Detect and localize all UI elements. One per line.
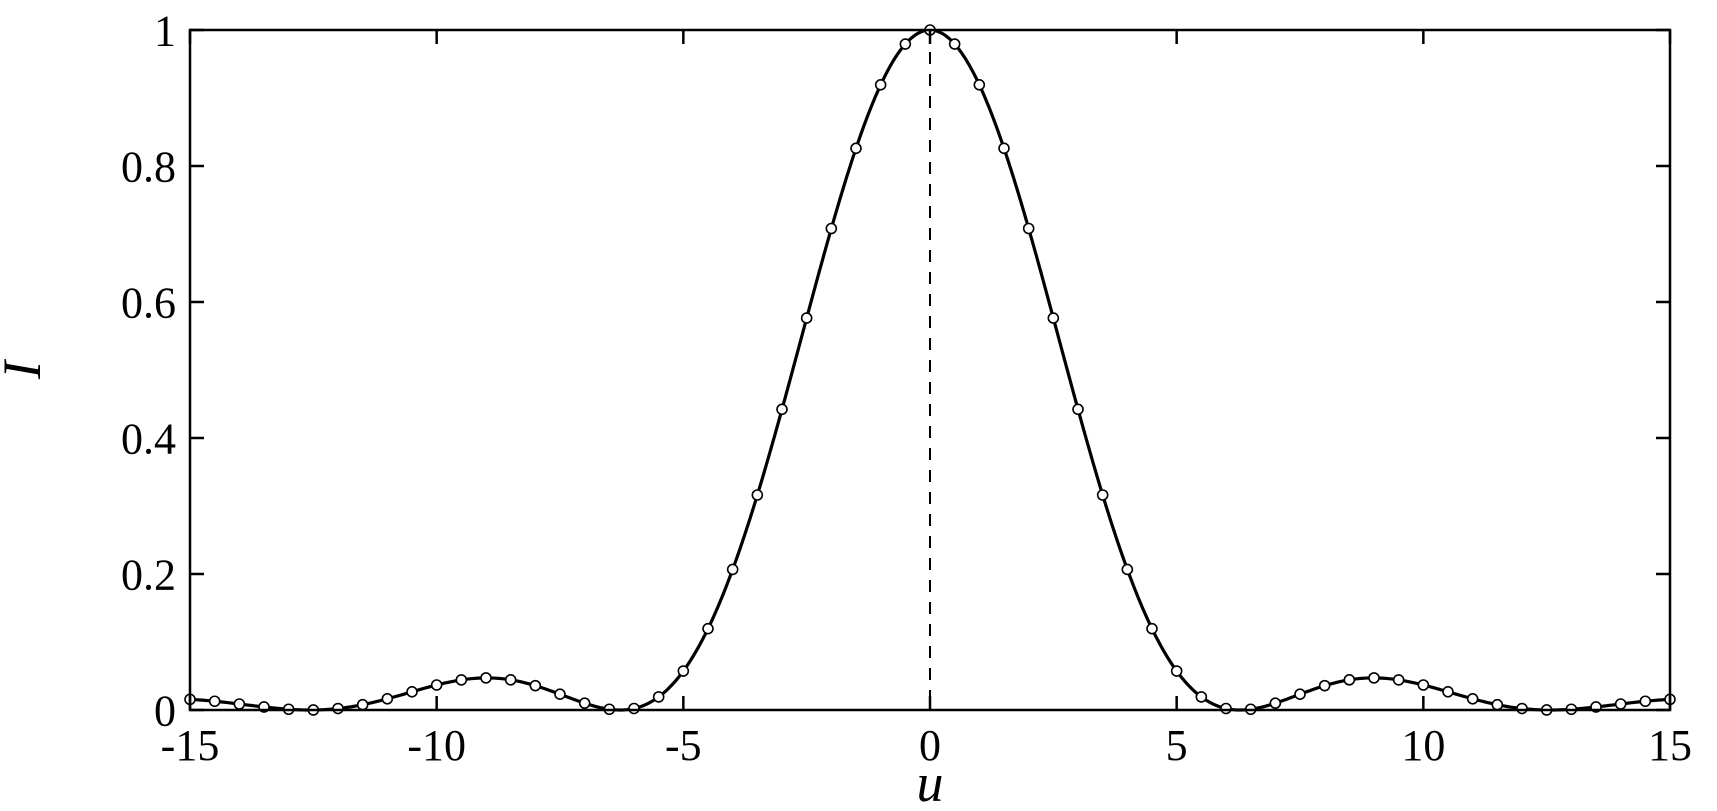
y-tick-label: 0.2: [121, 550, 176, 599]
x-tick-label: -10: [407, 721, 466, 770]
x-tick-label: -5: [665, 721, 702, 770]
y-tick-label: 0.6: [121, 278, 176, 327]
y-tick-label: 0.4: [121, 414, 176, 463]
x-tick-label: 10: [1401, 721, 1445, 770]
y-tick-label: 1: [154, 6, 176, 55]
chart-container: -15-10-505101500.20.40.60.81uI: [0, 0, 1717, 811]
intensity-chart: -15-10-505101500.20.40.60.81uI: [0, 0, 1717, 811]
y-tick-label: 0.8: [121, 142, 176, 191]
y-axis-label: I: [0, 358, 52, 380]
x-tick-label: 5: [1166, 721, 1188, 770]
x-tick-label: 15: [1648, 721, 1692, 770]
x-axis-label: u: [917, 753, 944, 811]
y-tick-label: 0: [154, 686, 176, 735]
